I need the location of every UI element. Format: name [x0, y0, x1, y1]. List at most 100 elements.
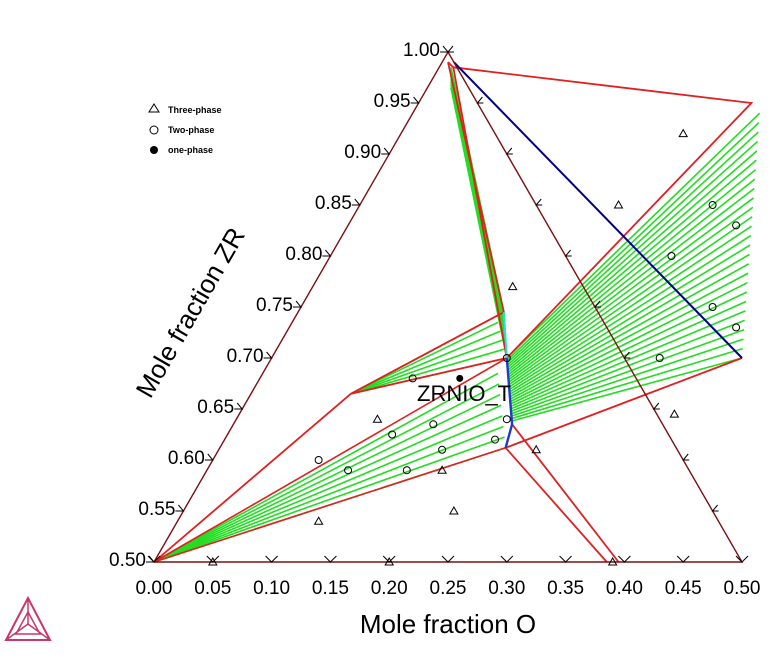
tie-line	[509, 263, 750, 398]
cyan-segment	[502, 312, 508, 359]
legend-circle-marker	[149, 125, 159, 135]
right-tick	[652, 402, 660, 410]
right-tick	[682, 453, 690, 461]
tie-line	[509, 253, 750, 396]
tie-line	[350, 330, 501, 395]
tie-line	[153, 383, 500, 563]
x-tick	[382, 555, 396, 563]
x-tick-label: 0.20	[371, 578, 408, 599]
tie-line	[450, 87, 508, 359]
three-phase-point	[313, 516, 324, 525]
x-tick-label: 0.45	[665, 578, 702, 599]
right-tick	[593, 300, 601, 308]
tie-line	[509, 272, 749, 400]
tie-line	[511, 338, 744, 417]
legend-filled-marker	[150, 146, 158, 154]
tie-line	[508, 197, 755, 381]
tie-line	[511, 347, 743, 420]
tie-line	[153, 404, 502, 563]
x-tick-label: 0.05	[194, 578, 231, 599]
x-tick	[676, 555, 690, 563]
tie-line	[507, 169, 757, 374]
phase-boundaries	[153, 61, 754, 563]
y-tick	[410, 96, 420, 104]
tie-line	[508, 206, 754, 383]
two-phase-point	[388, 430, 397, 439]
x-tick	[265, 555, 278, 563]
tie-line	[506, 122, 760, 362]
tie-line	[510, 291, 748, 405]
y-tick	[234, 402, 244, 410]
three-phase-point	[669, 409, 680, 418]
right-tick	[505, 147, 513, 155]
x-tick-label: 0.10	[253, 578, 290, 599]
y-tick-label: 0.65	[197, 397, 234, 418]
legend-triangle-marker	[148, 103, 160, 113]
two-phase-point	[502, 415, 511, 424]
tie-line	[507, 159, 757, 371]
x-tick	[441, 555, 455, 563]
boundary-line	[153, 393, 352, 563]
two-phase-point	[408, 374, 417, 383]
tie-line	[508, 234, 752, 391]
two-phase-point	[491, 435, 500, 444]
right-edge-boundary	[453, 61, 743, 359]
x-tick-label: 0.35	[547, 578, 584, 599]
tie-line	[508, 225, 752, 388]
y-tick-label: 0.70	[227, 346, 264, 367]
tie-line	[510, 319, 746, 413]
x-tick-label: 0.25	[430, 578, 467, 599]
single-phase-segment	[504, 357, 514, 449]
y-tick	[351, 198, 361, 206]
tie-lines	[153, 67, 761, 563]
boundary-line	[153, 357, 508, 563]
three-phase-point	[507, 281, 518, 291]
y-tick-label: 0.50	[109, 550, 146, 571]
boundary-line	[504, 447, 608, 563]
legend-label-two-phase: Two-phase	[168, 125, 214, 135]
tie-line	[153, 415, 503, 563]
y-tick	[175, 504, 185, 512]
tie-line	[506, 131, 759, 364]
three-phase-point	[613, 199, 624, 209]
x-tick-label: 0.50	[724, 578, 761, 599]
thermo-calc-logo	[4, 595, 52, 641]
tie-line	[351, 348, 505, 395]
phase-region-label: ZRNIO_T	[417, 381, 511, 406]
legend-label-three-phase: Three-phase	[168, 105, 222, 115]
y-tick	[263, 351, 273, 359]
tie-line	[507, 187, 755, 379]
y-tick	[146, 555, 156, 563]
x-tick-label: 0.30	[488, 578, 525, 599]
right-tick	[446, 45, 454, 53]
x-tick-label: 0.40	[606, 578, 643, 599]
x-tick	[618, 555, 631, 563]
three-phase-point	[372, 414, 383, 423]
y-tick-label: 0.60	[168, 448, 205, 469]
three-phase-point	[607, 556, 618, 566]
tie-line	[511, 357, 743, 422]
two-phase-point	[655, 354, 664, 362]
boundary-line	[153, 446, 506, 563]
x-tick-label: 0.00	[136, 578, 173, 599]
y-tick-label: 0.75	[256, 295, 293, 316]
y-tick-label: 0.80	[285, 244, 322, 265]
boundary-line	[453, 66, 754, 359]
tie-line	[153, 372, 499, 563]
right-tick	[623, 351, 631, 359]
tie-line	[153, 393, 501, 563]
two-phase-point	[502, 354, 511, 362]
y-tick-label: 0.85	[315, 193, 352, 214]
boundary-line	[511, 423, 620, 563]
tie-line	[509, 244, 751, 393]
two-phase-point	[314, 456, 323, 464]
x-tick	[500, 555, 514, 563]
tie-line	[153, 425, 504, 563]
y-tick	[440, 45, 450, 53]
y-axis-title: Mole fraction ZR	[130, 222, 251, 402]
tie-line	[507, 178, 756, 376]
tie-line	[350, 321, 499, 395]
x-tick	[735, 555, 749, 563]
y-tick	[381, 147, 391, 155]
two-phase-point	[708, 201, 717, 209]
